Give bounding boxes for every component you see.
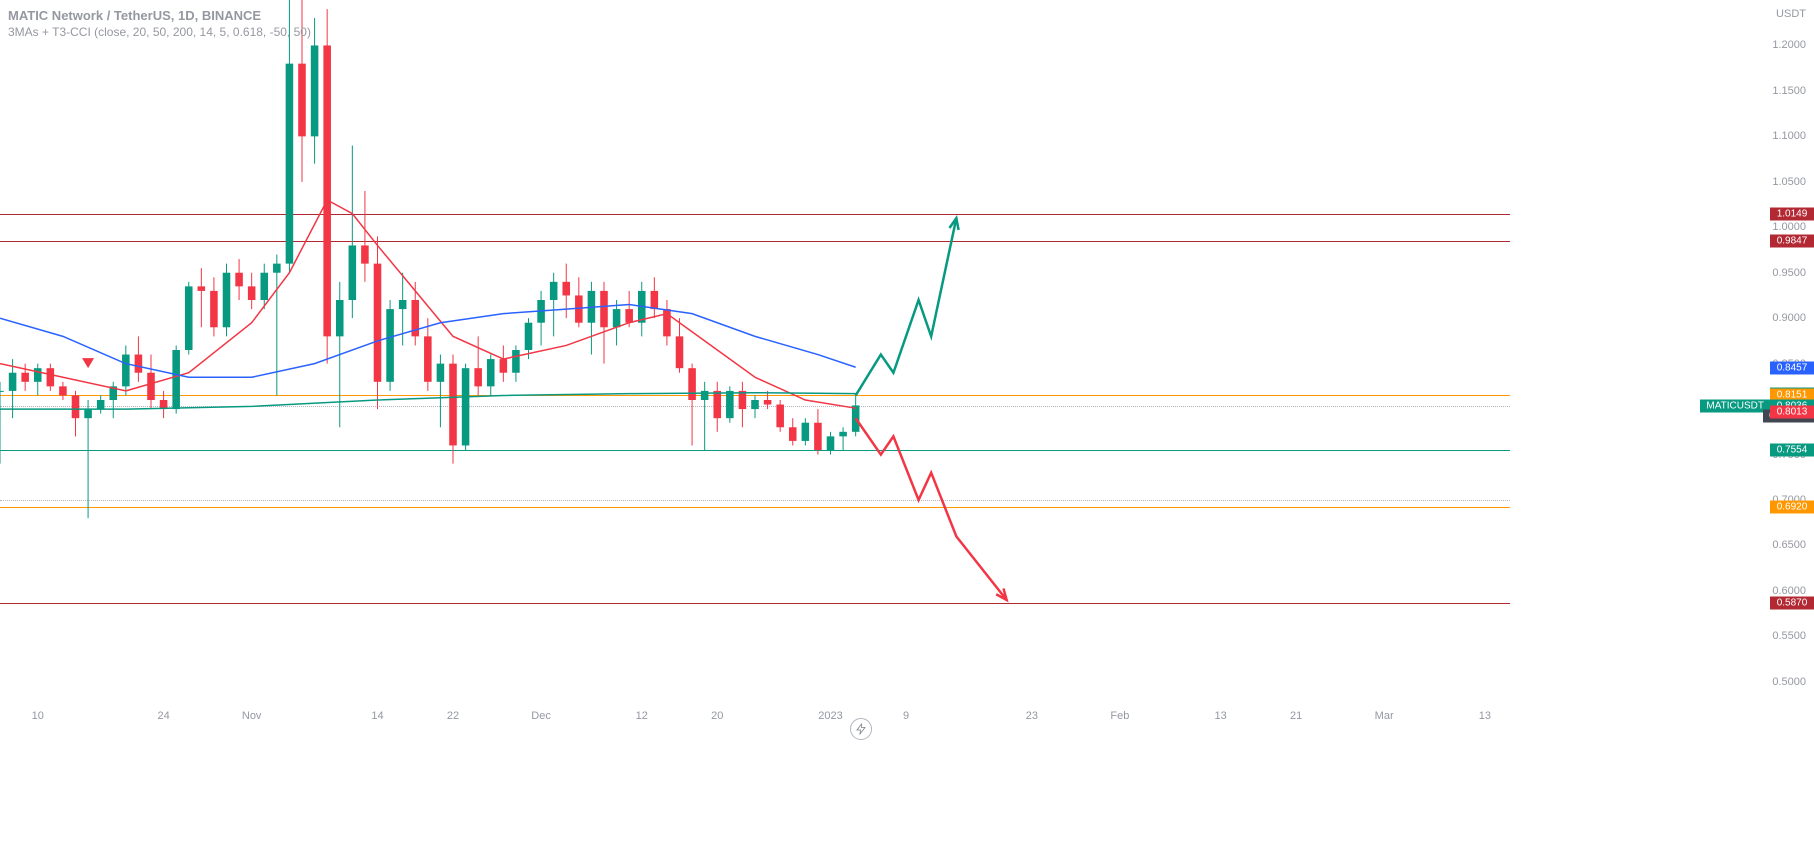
price-tag: 0.5870 bbox=[1770, 596, 1814, 609]
y-tick: 0.6000 bbox=[1772, 585, 1806, 597]
x-tick: 9 bbox=[903, 710, 909, 722]
y-axis[interactable]: USDT 0.50000.55000.60000.65000.70000.750… bbox=[1510, 0, 1814, 700]
price-tag: 0.8013 bbox=[1770, 405, 1814, 418]
x-tick: Nov bbox=[242, 710, 262, 722]
x-tick: 13 bbox=[1214, 710, 1226, 722]
x-tick: Mar bbox=[1375, 710, 1394, 722]
horizontal-line[interactable] bbox=[0, 395, 1510, 396]
x-tick: 10 bbox=[32, 710, 44, 722]
price-tag: 0.7554 bbox=[1770, 443, 1814, 456]
price-tag: 0.9847 bbox=[1770, 235, 1814, 248]
x-tick: 20 bbox=[711, 710, 723, 722]
y-tick: 0.6500 bbox=[1772, 539, 1806, 551]
snap-icon[interactable] bbox=[850, 718, 872, 740]
y-tick: 0.9000 bbox=[1772, 312, 1806, 324]
chart-header: MATIC Network / TetherUS, 1D, BINANCE 3M… bbox=[8, 8, 311, 39]
horizontal-line[interactable] bbox=[0, 507, 1510, 508]
y-tick: 1.1000 bbox=[1772, 130, 1806, 142]
y-tick: 1.2000 bbox=[1772, 39, 1806, 51]
x-axis[interactable]: 10 24 Nov 14 22 Dec 12 20 2023 9 23 Feb 13 21 Mar 13 bbox=[0, 700, 1510, 845]
chart-container: MATIC Network / TetherUS, 1D, BINANCE 3M… bbox=[0, 0, 1814, 845]
x-tick: Dec bbox=[531, 710, 551, 722]
price-tag: 0.6920 bbox=[1770, 501, 1814, 514]
x-tick: 21 bbox=[1290, 710, 1302, 722]
horizontal-line[interactable] bbox=[0, 214, 1510, 215]
chart-title: MATIC Network / TetherUS, 1D, BINANCE bbox=[8, 8, 311, 23]
y-tick: 0.9500 bbox=[1772, 267, 1806, 279]
chart-indicator: 3MAs + T3-CCI (close, 20, 50, 200, 14, 5… bbox=[8, 25, 311, 39]
y-tick: 1.0000 bbox=[1772, 221, 1806, 233]
y-tick: 1.1500 bbox=[1772, 85, 1806, 97]
horizontal-line[interactable] bbox=[0, 603, 1510, 604]
symbol-tag: MATICUSDT bbox=[1700, 399, 1770, 412]
x-tick: 24 bbox=[157, 710, 169, 722]
y-axis-unit: USDT bbox=[1776, 8, 1806, 20]
chart-canvas bbox=[0, 0, 1510, 700]
x-tick: 2023 bbox=[818, 710, 842, 722]
price-tag: 1.0149 bbox=[1770, 207, 1814, 220]
y-tick: 1.0500 bbox=[1772, 176, 1806, 188]
x-tick: 12 bbox=[636, 710, 648, 722]
x-tick: 23 bbox=[1026, 710, 1038, 722]
y-tick: 0.5500 bbox=[1772, 630, 1806, 642]
horizontal-line[interactable] bbox=[0, 406, 1510, 407]
horizontal-line[interactable] bbox=[0, 450, 1510, 451]
horizontal-line[interactable] bbox=[0, 500, 1510, 501]
horizontal-line[interactable] bbox=[0, 241, 1510, 242]
x-tick: 13 bbox=[1479, 710, 1491, 722]
y-tick: 0.5000 bbox=[1772, 676, 1806, 688]
x-tick: Feb bbox=[1110, 710, 1129, 722]
x-tick: 14 bbox=[371, 710, 383, 722]
x-tick: 22 bbox=[447, 710, 459, 722]
price-tag: 0.8457 bbox=[1770, 361, 1814, 374]
chart-area[interactable] bbox=[0, 0, 1510, 700]
